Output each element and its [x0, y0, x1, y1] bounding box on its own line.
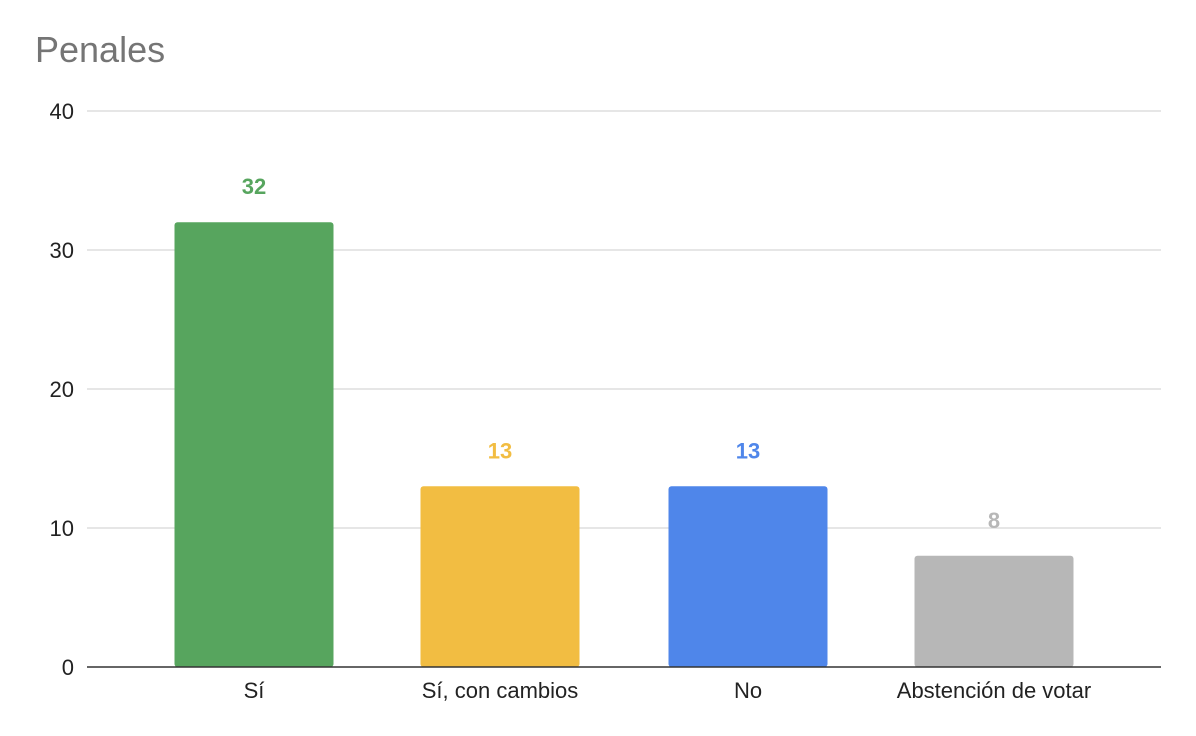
x-tick-label: No: [734, 678, 762, 703]
y-tick-label: 30: [50, 238, 74, 263]
x-tick-label: Abstención de votar: [897, 678, 1091, 703]
y-axis-tick-labels: 0 10 20 30 40: [50, 99, 74, 680]
y-tick-label: 40: [50, 99, 74, 124]
data-label: 13: [488, 438, 512, 463]
data-label: 13: [736, 438, 760, 463]
bar: [668, 486, 828, 667]
bar: [420, 486, 580, 667]
y-tick-label: 10: [50, 516, 74, 541]
y-tick-label: 0: [62, 655, 74, 680]
bar: [914, 555, 1074, 667]
bar: [174, 222, 334, 667]
chart-title: Penales: [35, 29, 166, 70]
bars: [174, 222, 1074, 667]
data-label: 32: [242, 174, 266, 199]
y-tick-label: 20: [50, 377, 74, 402]
x-tick-label: Sí, con cambios: [422, 678, 579, 703]
x-tick-label: Sí: [244, 678, 265, 703]
x-axis-tick-labels: Sí Sí, con cambios No Abstención de votar: [244, 678, 1092, 703]
data-labels: 32 13 13 8: [242, 174, 1000, 533]
data-label: 8: [988, 508, 1000, 533]
